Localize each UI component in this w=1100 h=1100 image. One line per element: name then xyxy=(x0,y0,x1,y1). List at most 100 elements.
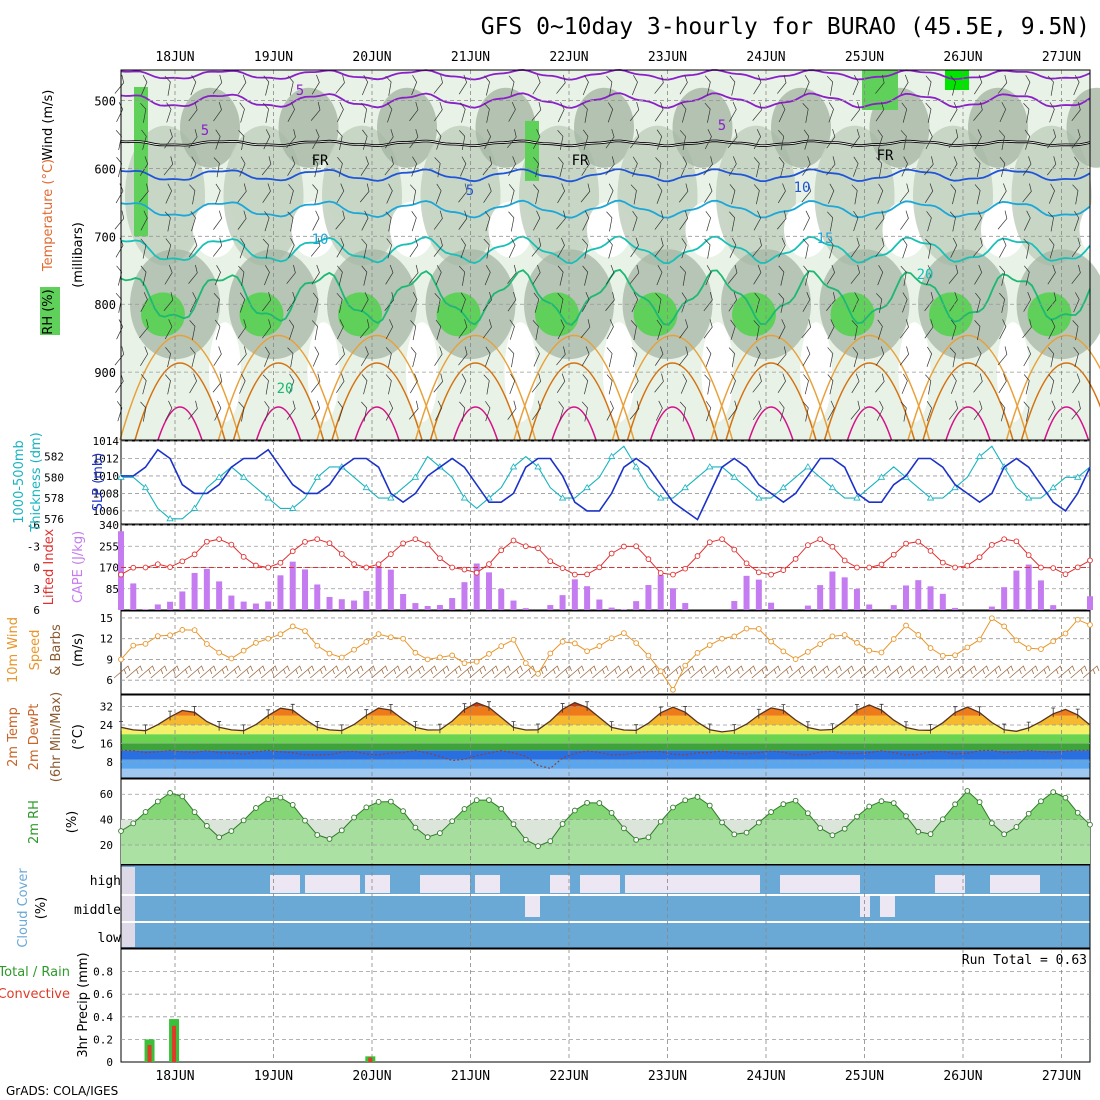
wind-barb xyxy=(116,401,123,422)
wind-barb xyxy=(629,264,640,284)
wind-barb xyxy=(900,265,907,286)
wind-barb xyxy=(335,210,345,230)
wind-barb xyxy=(238,74,247,95)
surface-wind-barb xyxy=(567,665,585,679)
wind-barb xyxy=(188,264,198,284)
wind-barb xyxy=(875,346,885,366)
wind-speed-line-point xyxy=(706,642,713,648)
thickness-line-point xyxy=(289,504,297,511)
wind-barb xyxy=(582,374,589,395)
temp-band xyxy=(121,706,1090,716)
wind-barb xyxy=(607,183,614,204)
thickness-line-point xyxy=(313,473,321,480)
cape-bar xyxy=(1013,570,1020,610)
temp-line xyxy=(120,701,1091,733)
dewpoint-line xyxy=(120,749,1090,770)
wind-barb xyxy=(999,265,1006,286)
upper-frame xyxy=(120,69,1091,441)
wind-barb xyxy=(312,210,320,231)
li-line-point xyxy=(706,539,713,546)
wind-barb xyxy=(384,129,394,149)
wind-barb xyxy=(409,264,419,284)
precip-tick-label: 0.6 xyxy=(93,988,113,1001)
wind-barb xyxy=(802,102,809,123)
wind-barb xyxy=(188,237,198,258)
wind-barb xyxy=(948,129,959,149)
wind-barb xyxy=(730,319,736,340)
cape-bar xyxy=(866,604,873,610)
minmax-whisker xyxy=(854,704,859,714)
rh-line-point xyxy=(486,797,492,803)
wind-barb xyxy=(629,101,640,122)
warm-contour xyxy=(945,406,991,441)
temperature-contour xyxy=(120,268,1091,326)
rh-line-point xyxy=(1062,794,1069,801)
surface-wind-barb xyxy=(555,665,572,679)
wind-barb xyxy=(973,74,983,95)
li-tick-label: 6 xyxy=(33,604,40,617)
wind-barb xyxy=(802,292,811,312)
wind-barb xyxy=(754,346,761,367)
rh-dark-blob xyxy=(574,87,634,168)
wind-barb xyxy=(776,346,787,366)
wind-barb xyxy=(508,75,515,96)
thickness-tick-label: 582 xyxy=(44,451,64,464)
wind-panel: 15 12 9 6 xyxy=(100,610,1100,695)
wind-barb xyxy=(606,347,613,368)
wind-barb xyxy=(239,156,246,177)
wind-barb xyxy=(705,265,712,286)
warm-contour xyxy=(354,406,400,441)
wind-speed-line-point xyxy=(522,660,529,666)
minmax-whisker xyxy=(707,723,712,734)
wind-barb xyxy=(924,292,934,312)
rh-line-point xyxy=(338,827,345,834)
wind-barb xyxy=(656,183,663,204)
li-line-point xyxy=(522,543,529,550)
wind-barb xyxy=(310,102,321,121)
warm-contour xyxy=(528,362,620,441)
wind-barb xyxy=(999,102,1007,123)
date-label-bottom: 25JUN xyxy=(845,1069,884,1084)
contour-label: 20 xyxy=(917,267,934,283)
wind-barb xyxy=(507,400,517,420)
wind-barb xyxy=(114,74,125,94)
thickness-line-point xyxy=(166,515,174,522)
wind-speed-line-point xyxy=(694,650,701,656)
wind-barb xyxy=(999,156,1006,178)
cape-bar xyxy=(755,579,762,610)
temperature-contour xyxy=(120,168,1091,183)
wind-barb xyxy=(263,75,270,96)
wind-barb xyxy=(999,401,1006,422)
minmax-whisker xyxy=(241,724,246,735)
wind-barb xyxy=(703,319,713,339)
wind-barb xyxy=(778,156,785,178)
wind-barb xyxy=(140,210,148,231)
surface-wind-barb xyxy=(800,665,818,679)
surface-wind-barb xyxy=(935,665,953,679)
cape-bar xyxy=(461,582,468,610)
cape-bar xyxy=(510,600,517,610)
wind-barb xyxy=(190,156,197,177)
high-cloud-gap xyxy=(550,875,570,893)
cape-bar xyxy=(473,563,480,610)
wind-barb xyxy=(409,237,419,258)
wind-barb xyxy=(877,319,883,340)
li-line-point xyxy=(204,538,210,545)
thickness-line-point xyxy=(239,473,248,480)
rh-tick-label: 20 xyxy=(100,839,113,852)
wind-barb xyxy=(485,401,491,422)
rh-line-point xyxy=(682,797,689,804)
wind-barb xyxy=(1073,210,1080,232)
cape-bar xyxy=(743,575,750,610)
wind-barb xyxy=(385,264,394,285)
minmax-whisker xyxy=(266,709,271,720)
cape-bar xyxy=(829,571,836,610)
wind-barb xyxy=(752,101,762,121)
wind-speed-line-point xyxy=(1038,646,1044,652)
cape-bar xyxy=(1001,587,1008,610)
wind-barb xyxy=(581,401,588,422)
wind-speed-line-point xyxy=(596,643,603,649)
cape-bar xyxy=(633,601,640,610)
wind-barb xyxy=(852,75,859,96)
wind-barb xyxy=(902,238,908,259)
